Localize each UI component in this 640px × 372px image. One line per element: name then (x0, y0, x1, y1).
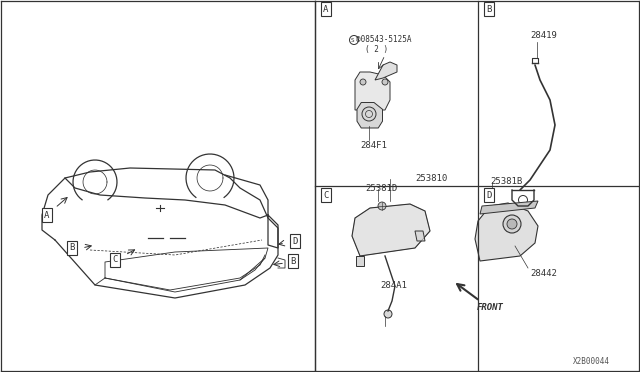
Text: S: S (350, 38, 354, 42)
Text: X2B00044: X2B00044 (573, 357, 610, 366)
Polygon shape (355, 72, 390, 110)
Circle shape (503, 215, 521, 233)
Polygon shape (415, 231, 425, 241)
Text: 25381D: 25381D (365, 184, 397, 193)
Polygon shape (356, 256, 364, 266)
Circle shape (486, 192, 494, 200)
Text: 284F1: 284F1 (360, 141, 387, 150)
Text: C: C (112, 256, 118, 264)
Text: ( 2 ): ( 2 ) (365, 45, 388, 54)
Text: 284A1: 284A1 (380, 281, 407, 290)
Text: 28419: 28419 (530, 31, 557, 40)
Circle shape (360, 79, 366, 85)
Text: 253810: 253810 (415, 174, 447, 183)
Text: 28442: 28442 (530, 269, 557, 278)
Polygon shape (352, 204, 430, 256)
Circle shape (507, 219, 517, 229)
Text: D: D (292, 237, 298, 246)
Text: B: B (69, 244, 75, 253)
Text: FRONT: FRONT (477, 303, 504, 312)
Text: ®08543-5125A: ®08543-5125A (356, 35, 412, 44)
Text: B: B (291, 257, 296, 266)
Circle shape (378, 202, 386, 210)
Text: A: A (323, 4, 329, 13)
Text: B: B (486, 4, 492, 13)
Text: 25381B: 25381B (490, 177, 522, 186)
Polygon shape (475, 203, 538, 261)
Circle shape (382, 79, 388, 85)
Polygon shape (357, 103, 383, 128)
Text: A: A (44, 211, 50, 219)
Polygon shape (480, 201, 538, 214)
Circle shape (384, 310, 392, 318)
Polygon shape (375, 62, 397, 80)
Text: C: C (323, 190, 329, 199)
Text: D: D (486, 190, 492, 199)
